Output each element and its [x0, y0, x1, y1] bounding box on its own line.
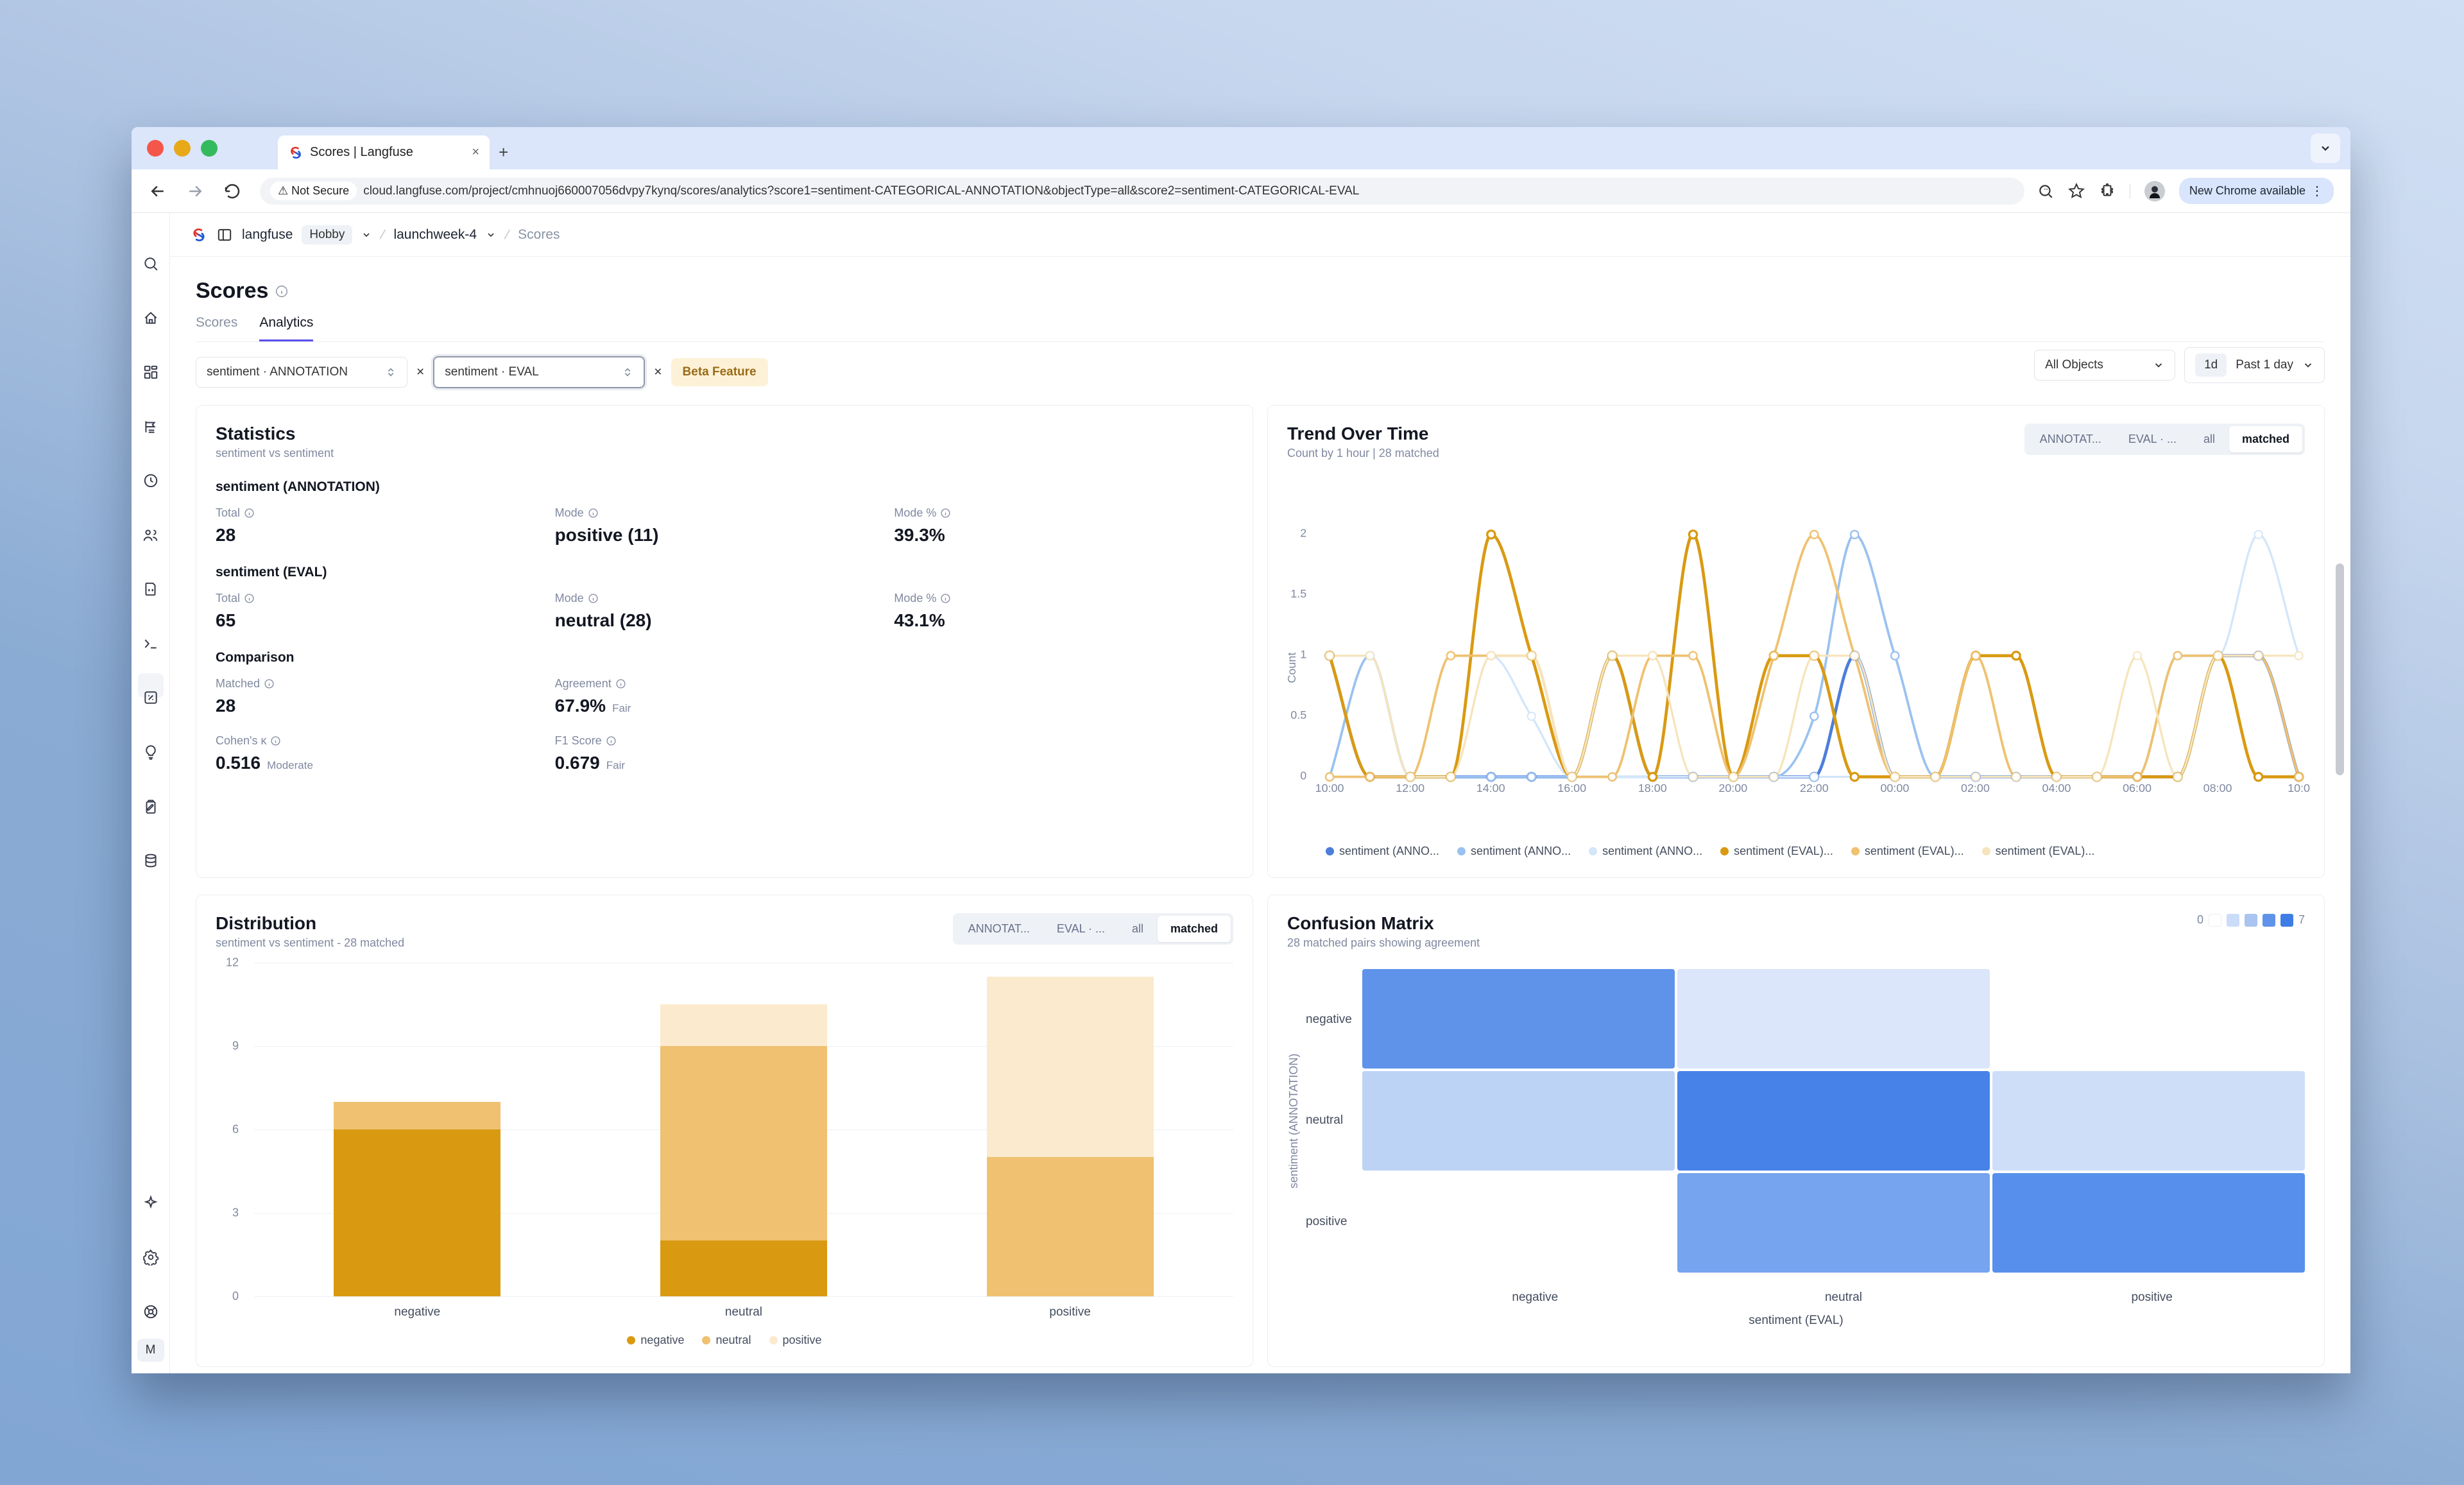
svg-text:14:00: 14:00 [1476, 782, 1505, 794]
svg-text:02:00: 02:00 [1961, 782, 1990, 794]
svg-text:Count: Count [1285, 653, 1298, 683]
svg-text:08:00: 08:00 [2203, 782, 2232, 794]
svg-text:22:00: 22:00 [1800, 782, 1829, 794]
svg-text:04:00: 04:00 [2042, 782, 2071, 794]
svg-text:00:00: 00:00 [1880, 782, 1909, 794]
svg-text:10:00: 10:00 [1315, 782, 1344, 794]
svg-text:0.5: 0.5 [1290, 708, 1306, 721]
svg-text:20:00: 20:00 [1718, 782, 1747, 794]
svg-text:16:00: 16:00 [1557, 782, 1586, 794]
svg-text:0: 0 [1300, 769, 1306, 782]
svg-text:12:00: 12:00 [1396, 782, 1425, 794]
svg-text:06:00: 06:00 [2123, 782, 2152, 794]
svg-text:18:00: 18:00 [1638, 782, 1667, 794]
svg-text:1: 1 [1300, 648, 1306, 660]
svg-text:2: 2 [1300, 527, 1306, 540]
svg-text:10:0: 10:0 [2288, 782, 2310, 794]
svg-text:1.5: 1.5 [1290, 587, 1306, 600]
